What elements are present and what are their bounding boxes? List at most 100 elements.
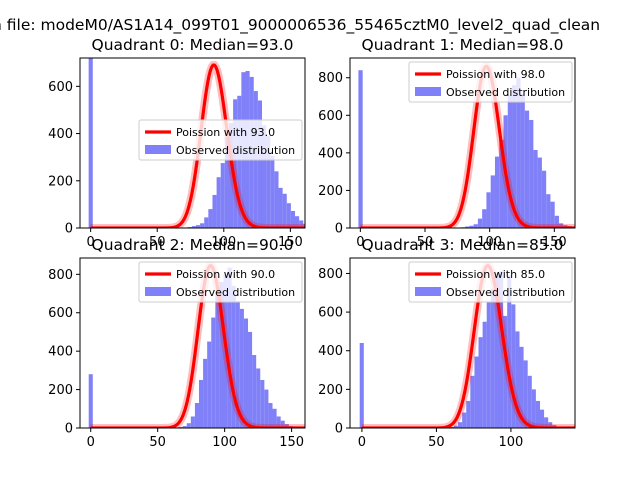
quadrant-1-hist-bar	[576, 227, 580, 228]
quadrant-1-ytick-label: 800	[318, 71, 343, 86]
quadrant-2-hist-bar	[194, 403, 199, 428]
quadrant-2-hist-bar	[190, 416, 195, 428]
quadrant-3-hist-bar	[527, 375, 532, 428]
quadrant-2-hist-bar	[88, 374, 93, 428]
quadrant-2-legend-hist-swatch	[145, 287, 171, 296]
quadrant-0-hist-bar	[224, 137, 229, 228]
figure-suptitle: n file: modeM0/AS1A14_099T01_9000006536_…	[0, 16, 600, 35]
quadrant-2-hist-bar	[182, 426, 187, 428]
quadrant-3-hist-bar	[519, 346, 524, 428]
quadrant-3-hist-bar	[531, 389, 536, 428]
quadrant-1-hist-bar	[494, 156, 500, 228]
quadrant-0-hist-bar	[200, 223, 205, 228]
quadrant-0-hist-bar	[307, 226, 311, 228]
quadrant-0-hist-bar	[195, 225, 201, 228]
quadrant-2-frame	[79, 257, 306, 429]
quadrant-1-hist-bar	[477, 218, 483, 228]
quadrant-3-hist-bar	[486, 302, 491, 428]
quadrant-1-hist-bar	[482, 209, 487, 228]
quadrant-3-hist-bar	[490, 288, 495, 428]
quadrant-2-hist-bar	[284, 424, 289, 428]
quadrant-3-hist-bar	[511, 304, 516, 428]
quadrant-1-hist-bar	[469, 225, 474, 228]
quadrant-3-hist-bar	[494, 273, 500, 428]
quadrant-0-hist-bar	[191, 226, 196, 228]
quadrant-1-xtick-label: 50	[417, 235, 434, 250]
quadrant-0-hist-bar	[220, 163, 225, 228]
quadrant-1-hist-bar	[558, 223, 564, 228]
quadrant-3-xtick-label: 50	[428, 435, 445, 450]
quadrant-1-hist-bar	[537, 157, 542, 228]
quadrant-3-hist-bar	[453, 425, 459, 428]
quadrant-0-hist-bar	[262, 125, 267, 228]
quadrant-2-hist-bar	[199, 379, 204, 428]
quadrant-2-legend-hist-label: Observed distribution	[176, 286, 295, 299]
quadrant-3-hist-bar	[539, 409, 545, 428]
quadrant-1-ytick-label: 400	[318, 146, 343, 161]
quadrant-0-hist-bar	[212, 194, 217, 228]
quadrant-0-xtick-label: 100	[211, 235, 236, 250]
quadrant-3-hist-bar	[548, 422, 553, 428]
quadrant-2-legend-fit-label: Poission with 90.0	[176, 268, 275, 281]
quadrant-2-ytick-label: 200	[48, 383, 73, 398]
quadrant-1-hist-bar	[507, 95, 513, 228]
quadrant-1-hist-bar	[541, 170, 547, 228]
quadrant-3-legend-hist-swatch	[415, 287, 441, 296]
quadrant-1-xtick-label: 0	[356, 235, 364, 250]
quadrant-2-hist-bar	[203, 358, 208, 428]
quadrant-0-hist-bar	[233, 99, 238, 228]
quadrant-0-xtick-label: 50	[149, 235, 166, 250]
quadrant-1-hist-bar	[529, 119, 534, 228]
quadrant-0-legend: Poission with 93.0 Observed distribution	[138, 119, 303, 161]
quadrant-2-ytick-label: 600	[48, 306, 73, 321]
quadrant-2-hist-bar	[268, 403, 273, 428]
quadrant-0-axes: 0 50 100 150 0 200 400 600 Quadrant 0: Median=93…	[48, 36, 311, 250]
quadrant-1-hist-bar	[533, 150, 538, 228]
quadrant-2-hist-bar	[227, 267, 232, 428]
quadrant-1-hist-bar	[520, 93, 525, 228]
quadrant-3-legend: Poission with 85.0 Observed distribution	[408, 261, 573, 303]
quadrant-2-hist-bar	[231, 285, 236, 428]
quadrant-1-ytick-label: 600	[318, 109, 343, 124]
quadrant-1-hist-bar	[490, 175, 495, 228]
quadrant-3-hist-bar	[482, 321, 487, 428]
quadrant-2-xtick-label: 150	[279, 435, 304, 450]
quadrant-1-ytick-label: 200	[318, 184, 343, 199]
quadrant-2-ytick-label: 0	[65, 422, 73, 437]
quadrant-0-hist-bar	[286, 203, 291, 228]
quadrant-0-xtick-label: 150	[278, 235, 303, 250]
quadrant-0-hist-bar	[290, 211, 296, 228]
quadrant-1-hist-bar	[499, 139, 504, 228]
quadrant-0-title: Quadrant 0: Median=93.0	[92, 36, 294, 54]
quadrant-0-legend-fit-label: Poission with 93.0	[176, 126, 275, 139]
quadrant-3-frame	[349, 257, 576, 429]
quadrant-3-ytick-label: 800	[318, 267, 343, 282]
quadrant-0-hist-bar	[299, 220, 304, 228]
quadrant-0-hist-bar	[295, 216, 300, 228]
quadrant-1-legend-box	[408, 61, 573, 103]
quadrant-2-hist-bar	[256, 368, 261, 428]
quadrant-1-ytick-label: 0	[335, 222, 343, 237]
quadrant-1-hist-bar	[516, 77, 521, 228]
quadrant-3-hist-bar	[462, 412, 467, 428]
quadrant-1-hist-bar	[550, 201, 555, 228]
quadrant-1-xtick-label: 150	[542, 235, 567, 250]
quadrant-3-xtick-label: 100	[499, 435, 524, 450]
quadrant-3-ytick-label: 0	[335, 422, 343, 437]
quadrant-3-ytick-label: 200	[318, 383, 343, 398]
quadrant-0-ytick-label: 200	[48, 174, 73, 189]
quadrant-1-axes: 0 50 100 150 0 200 400 600 800 Quadrant 1: Median…	[318, 36, 580, 250]
quadrant-3-hist-bar	[470, 375, 475, 428]
quadrant-3-hist-bar	[499, 271, 504, 428]
quadrant-3-legend-hist-label: Observed distribution	[446, 286, 565, 299]
quadrant-0-ytick-label: 400	[48, 127, 73, 142]
quadrant-2-xtick-label: 0	[87, 435, 95, 450]
quadrant-1-hist-bar	[465, 226, 470, 228]
quadrant-0-legend-hist-swatch	[145, 145, 171, 154]
quadrant-0-xtick-label: 0	[87, 235, 95, 250]
quadrant-2-hist-bar	[276, 416, 281, 428]
quadrant-1-legend-hist-label: Observed distribution	[446, 86, 565, 99]
quadrant-2-ytick-label: 400	[48, 345, 73, 360]
quadrant-0-hist-bar	[270, 155, 275, 228]
quadrant-0-hist-bar	[282, 193, 287, 228]
